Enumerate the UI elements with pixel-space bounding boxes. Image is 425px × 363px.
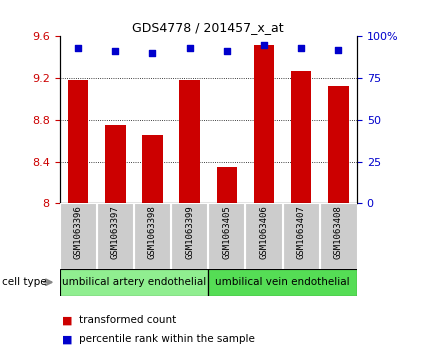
Bar — [291, 71, 312, 203]
Point — [335, 47, 342, 53]
Text: GSM1063408: GSM1063408 — [334, 205, 343, 259]
Text: umbilical artery endothelial: umbilical artery endothelial — [62, 277, 206, 287]
Bar — [217, 167, 237, 203]
Point — [298, 45, 305, 51]
Text: percentile rank within the sample: percentile rank within the sample — [79, 334, 255, 344]
FancyBboxPatch shape — [171, 203, 208, 269]
Bar — [179, 80, 200, 203]
Text: ■: ■ — [62, 334, 72, 344]
Bar — [60, 269, 208, 296]
Bar — [142, 135, 163, 203]
Point — [224, 48, 230, 54]
FancyBboxPatch shape — [134, 203, 171, 269]
Bar — [208, 269, 357, 296]
Text: GSM1063397: GSM1063397 — [111, 205, 120, 259]
Point — [112, 48, 119, 54]
Text: GSM1063396: GSM1063396 — [74, 205, 82, 259]
Point — [149, 50, 156, 56]
Title: GDS4778 / 201457_x_at: GDS4778 / 201457_x_at — [133, 21, 284, 34]
FancyBboxPatch shape — [60, 203, 96, 269]
Bar — [254, 45, 274, 203]
Text: ■: ■ — [62, 315, 72, 325]
Bar — [68, 80, 88, 203]
Point — [261, 42, 267, 48]
FancyBboxPatch shape — [208, 203, 245, 269]
Point — [75, 45, 82, 51]
FancyBboxPatch shape — [96, 203, 134, 269]
Bar — [105, 125, 125, 203]
Text: cell type: cell type — [2, 277, 47, 287]
FancyBboxPatch shape — [283, 203, 320, 269]
Bar — [328, 86, 348, 203]
FancyBboxPatch shape — [320, 203, 357, 269]
Text: GSM1063398: GSM1063398 — [148, 205, 157, 259]
Text: umbilical vein endothelial: umbilical vein endothelial — [215, 277, 350, 287]
Text: GSM1063406: GSM1063406 — [260, 205, 269, 259]
Text: GSM1063399: GSM1063399 — [185, 205, 194, 259]
Text: GSM1063407: GSM1063407 — [297, 205, 306, 259]
FancyBboxPatch shape — [245, 203, 283, 269]
Point — [186, 45, 193, 51]
Text: transformed count: transformed count — [79, 315, 176, 325]
Text: GSM1063405: GSM1063405 — [222, 205, 231, 259]
